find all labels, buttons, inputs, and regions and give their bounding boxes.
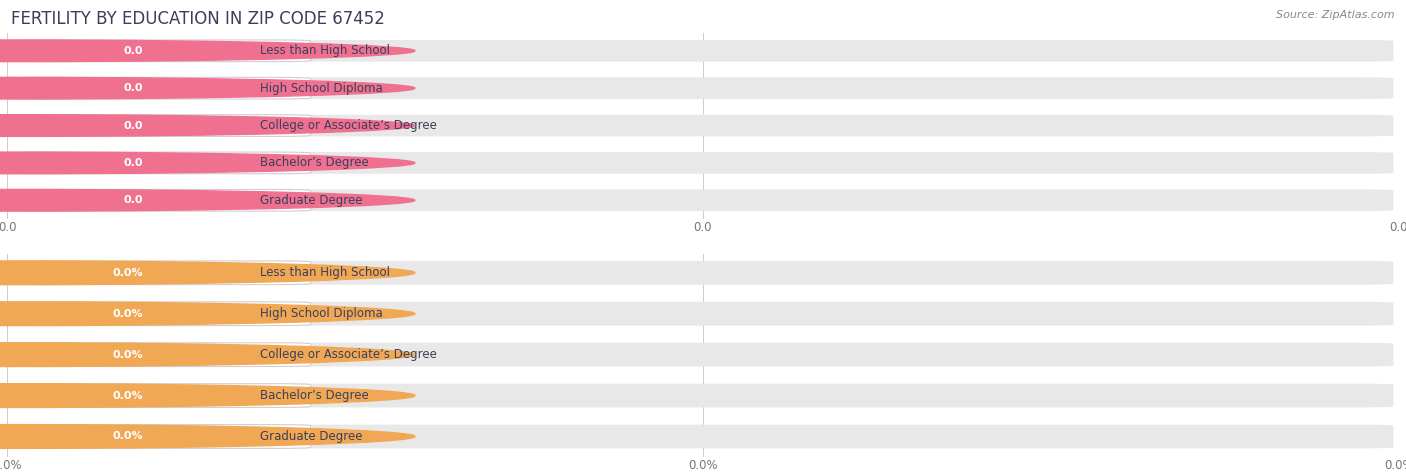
FancyBboxPatch shape [11, 384, 150, 407]
Circle shape [0, 261, 415, 285]
FancyBboxPatch shape [11, 77, 150, 99]
Circle shape [0, 425, 415, 448]
Text: 0.0%: 0.0% [112, 350, 143, 360]
Text: 0.0: 0.0 [0, 221, 17, 234]
FancyBboxPatch shape [11, 343, 1393, 367]
FancyBboxPatch shape [11, 115, 1393, 137]
FancyBboxPatch shape [11, 261, 150, 285]
Circle shape [0, 189, 415, 211]
Circle shape [0, 384, 415, 407]
Text: High School Diploma: High School Diploma [260, 307, 382, 320]
Circle shape [0, 115, 415, 137]
Text: 0.0: 0.0 [124, 120, 143, 130]
FancyBboxPatch shape [11, 115, 150, 137]
FancyBboxPatch shape [11, 40, 311, 61]
Text: Source: ZipAtlas.com: Source: ZipAtlas.com [1277, 10, 1395, 20]
Text: Less than High School: Less than High School [260, 44, 391, 57]
FancyBboxPatch shape [11, 189, 311, 211]
Text: 0.0%: 0.0% [112, 268, 143, 278]
FancyBboxPatch shape [11, 302, 311, 326]
Text: Less than High School: Less than High School [260, 266, 391, 279]
Circle shape [0, 152, 415, 174]
FancyBboxPatch shape [11, 425, 150, 448]
Text: 0.0: 0.0 [124, 195, 143, 205]
FancyBboxPatch shape [11, 77, 311, 99]
FancyBboxPatch shape [11, 384, 311, 407]
Text: College or Associate’s Degree: College or Associate’s Degree [260, 119, 437, 132]
Text: Graduate Degree: Graduate Degree [260, 194, 363, 207]
Circle shape [0, 77, 415, 99]
Text: 0.0: 0.0 [1389, 221, 1406, 234]
FancyBboxPatch shape [11, 115, 311, 137]
FancyBboxPatch shape [11, 302, 150, 326]
FancyBboxPatch shape [11, 302, 1393, 326]
FancyBboxPatch shape [11, 40, 1393, 61]
FancyBboxPatch shape [11, 189, 150, 211]
Text: 0.0%: 0.0% [112, 391, 143, 401]
FancyBboxPatch shape [11, 40, 150, 61]
FancyBboxPatch shape [11, 261, 1393, 285]
Text: Graduate Degree: Graduate Degree [260, 430, 363, 443]
Text: 0.0: 0.0 [124, 46, 143, 56]
Circle shape [0, 40, 415, 61]
Text: 0.0: 0.0 [693, 221, 713, 234]
FancyBboxPatch shape [11, 425, 1393, 448]
FancyBboxPatch shape [11, 77, 1393, 99]
Text: 0.0: 0.0 [124, 83, 143, 93]
Text: 0.0: 0.0 [124, 158, 143, 168]
Text: 0.0%: 0.0% [112, 309, 143, 319]
FancyBboxPatch shape [11, 152, 1393, 174]
FancyBboxPatch shape [11, 425, 311, 448]
FancyBboxPatch shape [11, 189, 1393, 211]
Circle shape [0, 343, 415, 367]
FancyBboxPatch shape [11, 384, 1393, 407]
Text: FERTILITY BY EDUCATION IN ZIP CODE 67452: FERTILITY BY EDUCATION IN ZIP CODE 67452 [11, 10, 385, 28]
Text: Bachelor’s Degree: Bachelor’s Degree [260, 389, 370, 402]
FancyBboxPatch shape [11, 152, 311, 174]
FancyBboxPatch shape [11, 152, 150, 174]
Text: 0.0%: 0.0% [1384, 459, 1406, 472]
Text: 0.0%: 0.0% [112, 432, 143, 442]
FancyBboxPatch shape [11, 261, 311, 285]
Text: Bachelor’s Degree: Bachelor’s Degree [260, 157, 370, 169]
Text: College or Associate’s Degree: College or Associate’s Degree [260, 348, 437, 361]
Circle shape [0, 302, 415, 326]
Text: 0.0%: 0.0% [688, 459, 718, 472]
FancyBboxPatch shape [11, 343, 311, 367]
Text: 0.0%: 0.0% [0, 459, 22, 472]
Text: High School Diploma: High School Diploma [260, 82, 382, 95]
FancyBboxPatch shape [11, 343, 150, 367]
